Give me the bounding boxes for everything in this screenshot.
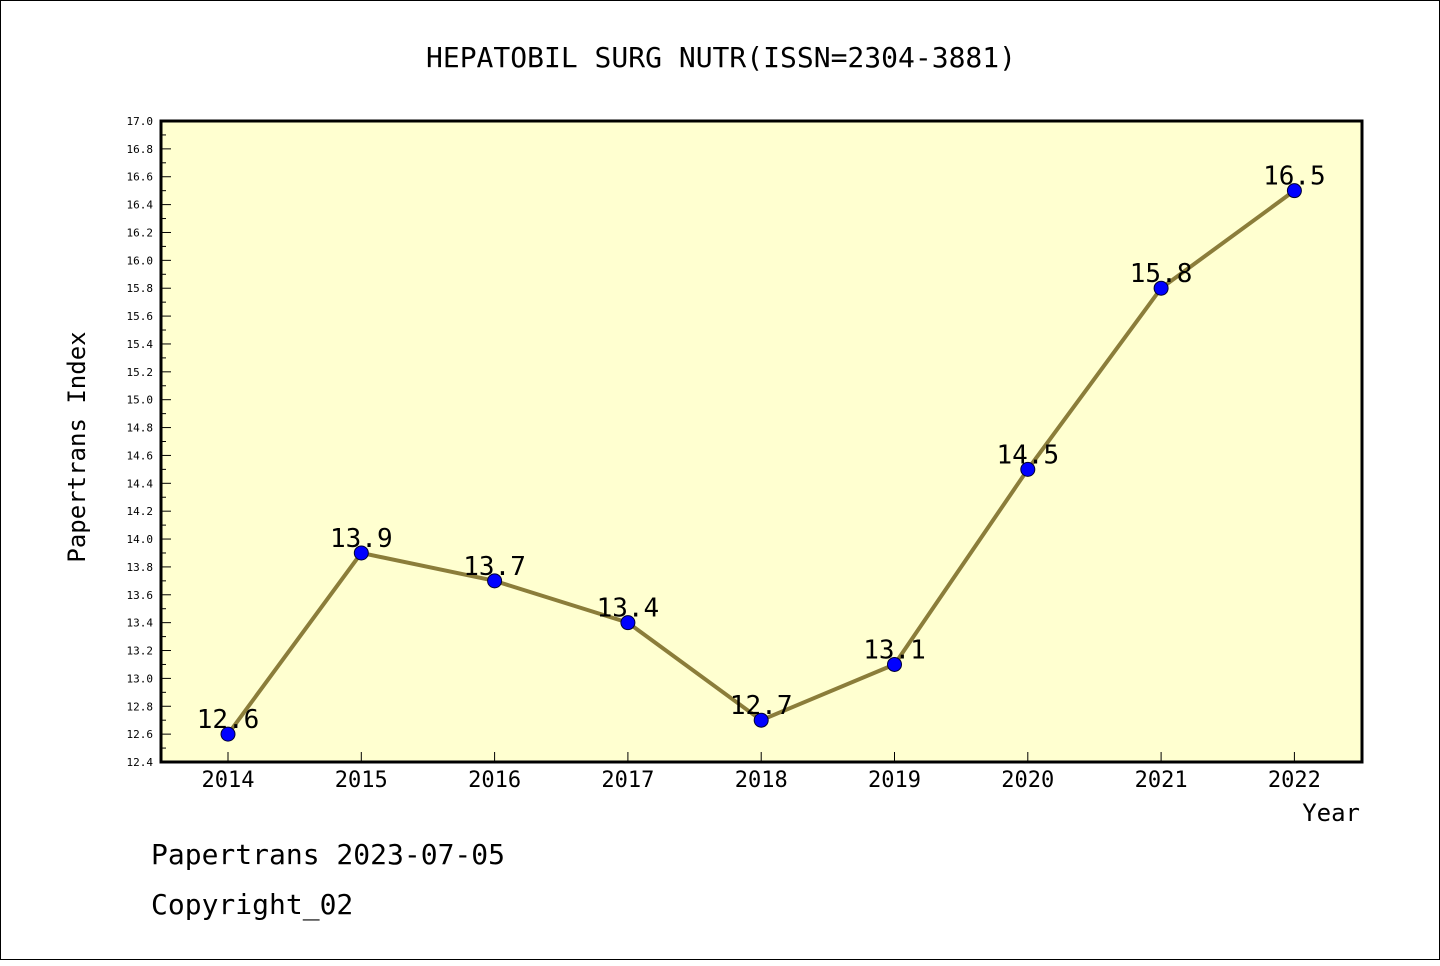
y-tick-label: 12.8 — [127, 700, 154, 713]
data-label: 13.4 — [597, 594, 660, 624]
y-tick-label: 13.0 — [127, 672, 154, 685]
series-group: 12.6 13.9 13.7 13.4 12.7 13.1 14.5 15.8 16.5 — [197, 162, 1326, 742]
data-point — [620, 615, 636, 631]
data-label: 13.9 — [330, 524, 393, 554]
y-axis-label: Papertrans Index — [63, 331, 91, 562]
data-label: 15.8 — [1130, 259, 1193, 289]
y-tick-label: 14.4 — [127, 477, 154, 490]
y-tick-label: 16.8 — [127, 143, 154, 156]
y-tick-label: 14.0 — [127, 533, 154, 546]
y-tick-label: 13.2 — [127, 645, 154, 658]
y-axis-ticks: 12.4 12.6 12.8 13.0 13.2 13.4 13.6 13.8 14.0 14.2… — [127, 115, 171, 769]
y-tick-label: 15.4 — [127, 338, 154, 351]
data-point — [1020, 461, 1036, 477]
x-tick-label: 2016 — [468, 768, 521, 793]
data-point — [1286, 183, 1302, 199]
y-tick-label: 15.6 — [127, 310, 154, 323]
data-label: 16.5 — [1263, 162, 1326, 192]
x-tick-label: 2022 — [1268, 768, 1321, 793]
x-tick-label: 2014 — [202, 768, 255, 793]
footer-copyright: Copyright_02 — [151, 888, 353, 922]
data-point — [887, 656, 902, 672]
y-tick-label: 17.0 — [127, 115, 154, 128]
data-label: 12.6 — [197, 705, 260, 735]
y-tick-label: 16.0 — [127, 254, 154, 267]
data-point — [487, 573, 503, 589]
y-tick-label: 15.8 — [127, 282, 154, 295]
x-axis-ticks: 2014 2015 2016 2017 2018 2019 2020 2021 2022 — [202, 752, 1321, 793]
data-label: 12.7 — [730, 691, 793, 721]
x-tick-label: 2018 — [735, 768, 788, 793]
y-tick-label: 13.6 — [127, 589, 154, 602]
x-tick-label: 2015 — [335, 768, 388, 793]
data-point — [753, 712, 769, 728]
y-tick-label: 16.4 — [127, 199, 154, 212]
y-tick-label: 14.6 — [127, 449, 154, 462]
y-tick-label: 14.8 — [127, 422, 154, 435]
y-tick-label: 15.2 — [127, 366, 154, 379]
plot-area — [159, 119, 1364, 764]
x-tick-label: 2021 — [1135, 768, 1188, 793]
x-tick-label: 2020 — [1001, 768, 1054, 793]
data-label: 13.7 — [463, 552, 526, 582]
data-point — [220, 726, 236, 742]
footer-date: Papertrans 2023-07-05 — [151, 838, 505, 871]
x-axis-label: Year — [1302, 799, 1360, 827]
y-tick-label: 13.8 — [127, 561, 154, 574]
data-label: 13.1 — [863, 635, 926, 665]
y-tick-label: 14.2 — [127, 505, 154, 518]
y-tick-label: 12.6 — [127, 728, 154, 741]
x-tick-label: 2017 — [601, 768, 654, 793]
y-tick-label: 12.4 — [127, 756, 154, 769]
data-point — [353, 545, 369, 561]
y-tick-label: 16.6 — [127, 171, 154, 184]
y-tick-label: 13.4 — [127, 617, 154, 630]
y-tick-label: 16.2 — [127, 226, 154, 239]
y-tick-label: 15.0 — [127, 394, 154, 407]
data-label: 14.5 — [996, 440, 1059, 470]
data-point — [1153, 280, 1169, 296]
x-tick-label: 2019 — [868, 768, 921, 793]
chart-title: HEPATOBIL SURG NUTR(ISSN=2304-3881) — [426, 41, 1016, 74]
